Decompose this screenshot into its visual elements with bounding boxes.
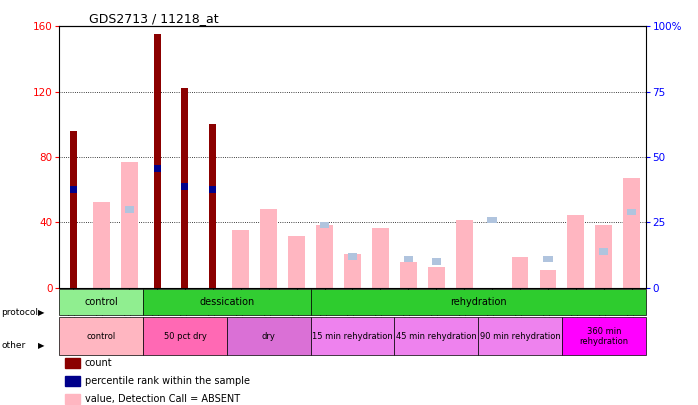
- Bar: [181, 88, 188, 288]
- Bar: [154, 165, 161, 172]
- Text: GDS2713 / 11218_at: GDS2713 / 11218_at: [89, 12, 218, 25]
- Text: count: count: [84, 358, 112, 368]
- Bar: [540, 270, 556, 288]
- Text: ▶: ▶: [38, 308, 45, 317]
- Bar: [627, 209, 637, 215]
- Bar: [623, 178, 640, 288]
- Bar: [227, 318, 311, 355]
- Bar: [400, 262, 417, 288]
- Bar: [348, 253, 357, 260]
- Text: protocol: protocol: [1, 308, 38, 317]
- Bar: [316, 225, 333, 288]
- Bar: [478, 318, 562, 355]
- Bar: [143, 289, 311, 315]
- Bar: [232, 230, 249, 288]
- Bar: [599, 248, 609, 254]
- Bar: [70, 186, 77, 194]
- Bar: [562, 318, 646, 355]
- Text: rehydration: rehydration: [450, 297, 507, 307]
- Bar: [428, 267, 445, 288]
- Bar: [65, 376, 80, 386]
- Bar: [567, 215, 584, 288]
- Bar: [209, 186, 216, 194]
- Bar: [59, 318, 143, 355]
- Text: other: other: [1, 341, 26, 350]
- Bar: [121, 162, 138, 288]
- Text: dessication: dessication: [199, 297, 255, 307]
- Bar: [181, 183, 188, 190]
- Text: 15 min rehydration: 15 min rehydration: [312, 332, 393, 341]
- Bar: [403, 256, 413, 262]
- Bar: [209, 124, 216, 288]
- Bar: [70, 131, 77, 288]
- Text: control: control: [87, 332, 116, 341]
- Text: control: control: [84, 297, 118, 307]
- Bar: [394, 318, 478, 355]
- Text: ▶: ▶: [38, 341, 45, 350]
- Bar: [487, 217, 497, 223]
- Text: 50 pct dry: 50 pct dry: [163, 332, 207, 341]
- Bar: [65, 394, 80, 404]
- Bar: [93, 202, 110, 288]
- Bar: [260, 209, 277, 288]
- Text: 90 min rehydration: 90 min rehydration: [480, 332, 560, 341]
- Text: dry: dry: [262, 332, 276, 341]
- Bar: [344, 254, 361, 288]
- Bar: [320, 222, 329, 228]
- Bar: [288, 236, 305, 288]
- Bar: [59, 289, 143, 315]
- Text: 360 min
rehydration: 360 min rehydration: [579, 326, 628, 346]
- Bar: [124, 206, 134, 213]
- Bar: [595, 225, 612, 288]
- Bar: [143, 318, 227, 355]
- Bar: [431, 258, 441, 265]
- Bar: [154, 34, 161, 288]
- Bar: [311, 318, 394, 355]
- Text: percentile rank within the sample: percentile rank within the sample: [84, 376, 250, 386]
- Bar: [512, 256, 528, 288]
- Bar: [311, 289, 646, 315]
- Bar: [372, 228, 389, 288]
- Bar: [456, 220, 473, 288]
- Text: 45 min rehydration: 45 min rehydration: [396, 332, 477, 341]
- Bar: [65, 358, 80, 368]
- Text: value, Detection Call = ABSENT: value, Detection Call = ABSENT: [84, 394, 239, 404]
- Bar: [543, 256, 553, 262]
